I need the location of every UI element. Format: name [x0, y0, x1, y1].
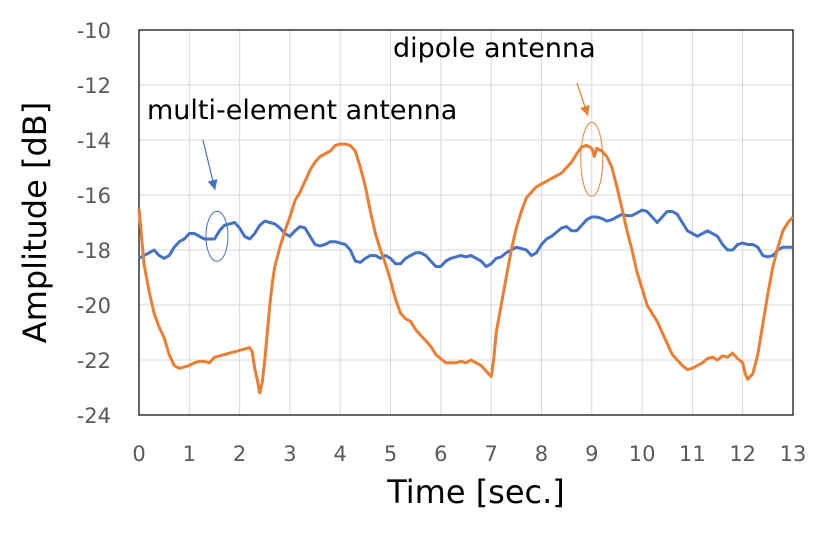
- x-tick-label: 13: [780, 442, 807, 466]
- x-tick-label: 11: [679, 442, 706, 466]
- y-tick-label: -12: [77, 74, 111, 98]
- grid: [138, 29, 794, 416]
- annotation-ellipse: [580, 121, 604, 197]
- y-axis-title: Amplitude [dB]: [16, 102, 54, 343]
- x-tick-label: 2: [233, 442, 246, 466]
- annotation-arrowhead: [207, 179, 218, 190]
- plot-frame: [138, 29, 794, 416]
- y-tick-label: -20: [77, 294, 111, 318]
- x-tick-label: 6: [434, 442, 447, 466]
- x-tick-label: 8: [535, 442, 548, 466]
- y-tick-label: -16: [77, 184, 111, 208]
- annotation-label: dipole antenna: [393, 33, 596, 64]
- x-tick-label: 5: [384, 442, 397, 466]
- x-tick-label: 0: [132, 442, 145, 466]
- x-tick-label: 7: [484, 442, 497, 466]
- annotation-label: multi-element antenna: [147, 95, 457, 126]
- y-tick-label: -18: [77, 239, 111, 263]
- x-tick-label: 4: [334, 442, 347, 466]
- annotation-arrowhead: [580, 104, 590, 116]
- series-lines: [137, 142, 795, 395]
- series-line-multi-element: [138, 208, 793, 268]
- series-line-dipole: [137, 142, 795, 395]
- x-tick-label: 9: [585, 442, 598, 466]
- annotation-ellipse: [205, 210, 229, 262]
- annotations: dipole antenna multi-element antenna: [147, 33, 604, 262]
- x-tick-label: 3: [283, 442, 296, 466]
- y-tick-label: -10: [77, 19, 111, 43]
- x-tick-labels: 0 1 2 3 4 5 6 7 8 9 10 11 12 13: [132, 442, 806, 466]
- x-tick-label: 10: [629, 442, 656, 466]
- x-tick-label: 12: [729, 442, 756, 466]
- y-tick-label: -24: [77, 404, 111, 428]
- y-tick-label: -14: [77, 129, 111, 153]
- x-axis-title: Time [sec.]: [386, 473, 565, 511]
- y-tick-labels: -10 -12 -14 -16 -18 -20 -22 -24: [77, 19, 111, 428]
- y-tick-label: -22: [77, 349, 111, 373]
- x-tick-label: 1: [183, 442, 196, 466]
